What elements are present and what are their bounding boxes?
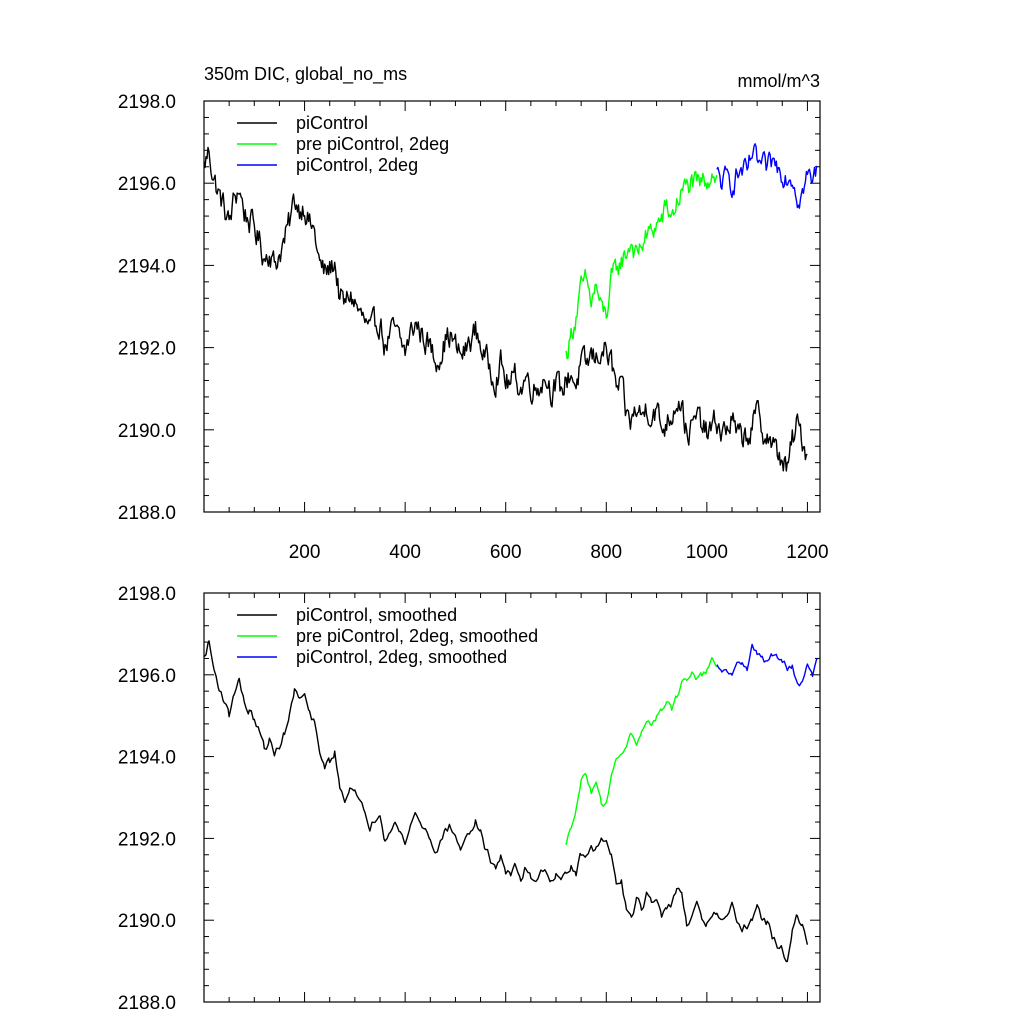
plot-frame <box>203 100 821 513</box>
series-line-0 <box>204 146 808 472</box>
y-tick-label: 2192.0 <box>118 829 176 850</box>
chart-title: 350m DIC, global_no_ms <box>204 64 407 85</box>
plot-frame <box>203 592 821 1003</box>
series-line-2 <box>716 643 819 687</box>
y-tick-label: 2188.0 <box>118 993 176 1014</box>
y-tick-label: 2194.0 <box>118 256 176 277</box>
y-tick-label: 2192.0 <box>118 339 176 360</box>
top-panel: 200 400 600 800 1000 1200 2188.0 2190.0 2192.0 21… <box>118 92 829 563</box>
x-tick-label: 200 <box>289 542 321 563</box>
y-tick-label: 2190.0 <box>118 421 176 442</box>
y-tick-label: 2196.0 <box>118 666 176 687</box>
y-tick-label: 2188.0 <box>118 503 176 524</box>
legend-label-2: piControl, 2deg, smoothed <box>296 647 507 667</box>
legend-label-1: pre piControl, 2deg, smoothed <box>296 626 538 646</box>
legend-label-0: piControl <box>296 113 368 133</box>
x-tick-label: 800 <box>590 542 622 563</box>
legend-label-1: pre piControl, 2deg <box>296 134 449 154</box>
legend-label-0: piControl, smoothed <box>296 605 457 625</box>
units-label: mmol/m^3 <box>738 71 820 91</box>
x-tick-label: 600 <box>490 542 522 563</box>
y-tick-label: 2198.0 <box>118 584 176 605</box>
x-tick-label: 1200 <box>786 542 828 563</box>
y-tick-label: 2190.0 <box>118 911 176 932</box>
series-line-1 <box>565 170 718 360</box>
series-line-0 <box>204 640 809 963</box>
series-line-2 <box>716 143 818 209</box>
legend-label-2: piControl, 2deg <box>296 155 418 175</box>
x-tick-label: 1000 <box>686 542 728 563</box>
series-line-1 <box>565 656 718 846</box>
x-tick-label: 400 <box>389 542 421 563</box>
y-tick-label: 2196.0 <box>118 174 176 195</box>
y-tick-label: 2198.0 <box>118 92 176 113</box>
bottom-panel: 2188.0 2190.0 2192.0 2194.0 2196.0 2198.0 piCo… <box>118 584 821 1014</box>
y-tick-label: 2194.0 <box>118 748 176 769</box>
